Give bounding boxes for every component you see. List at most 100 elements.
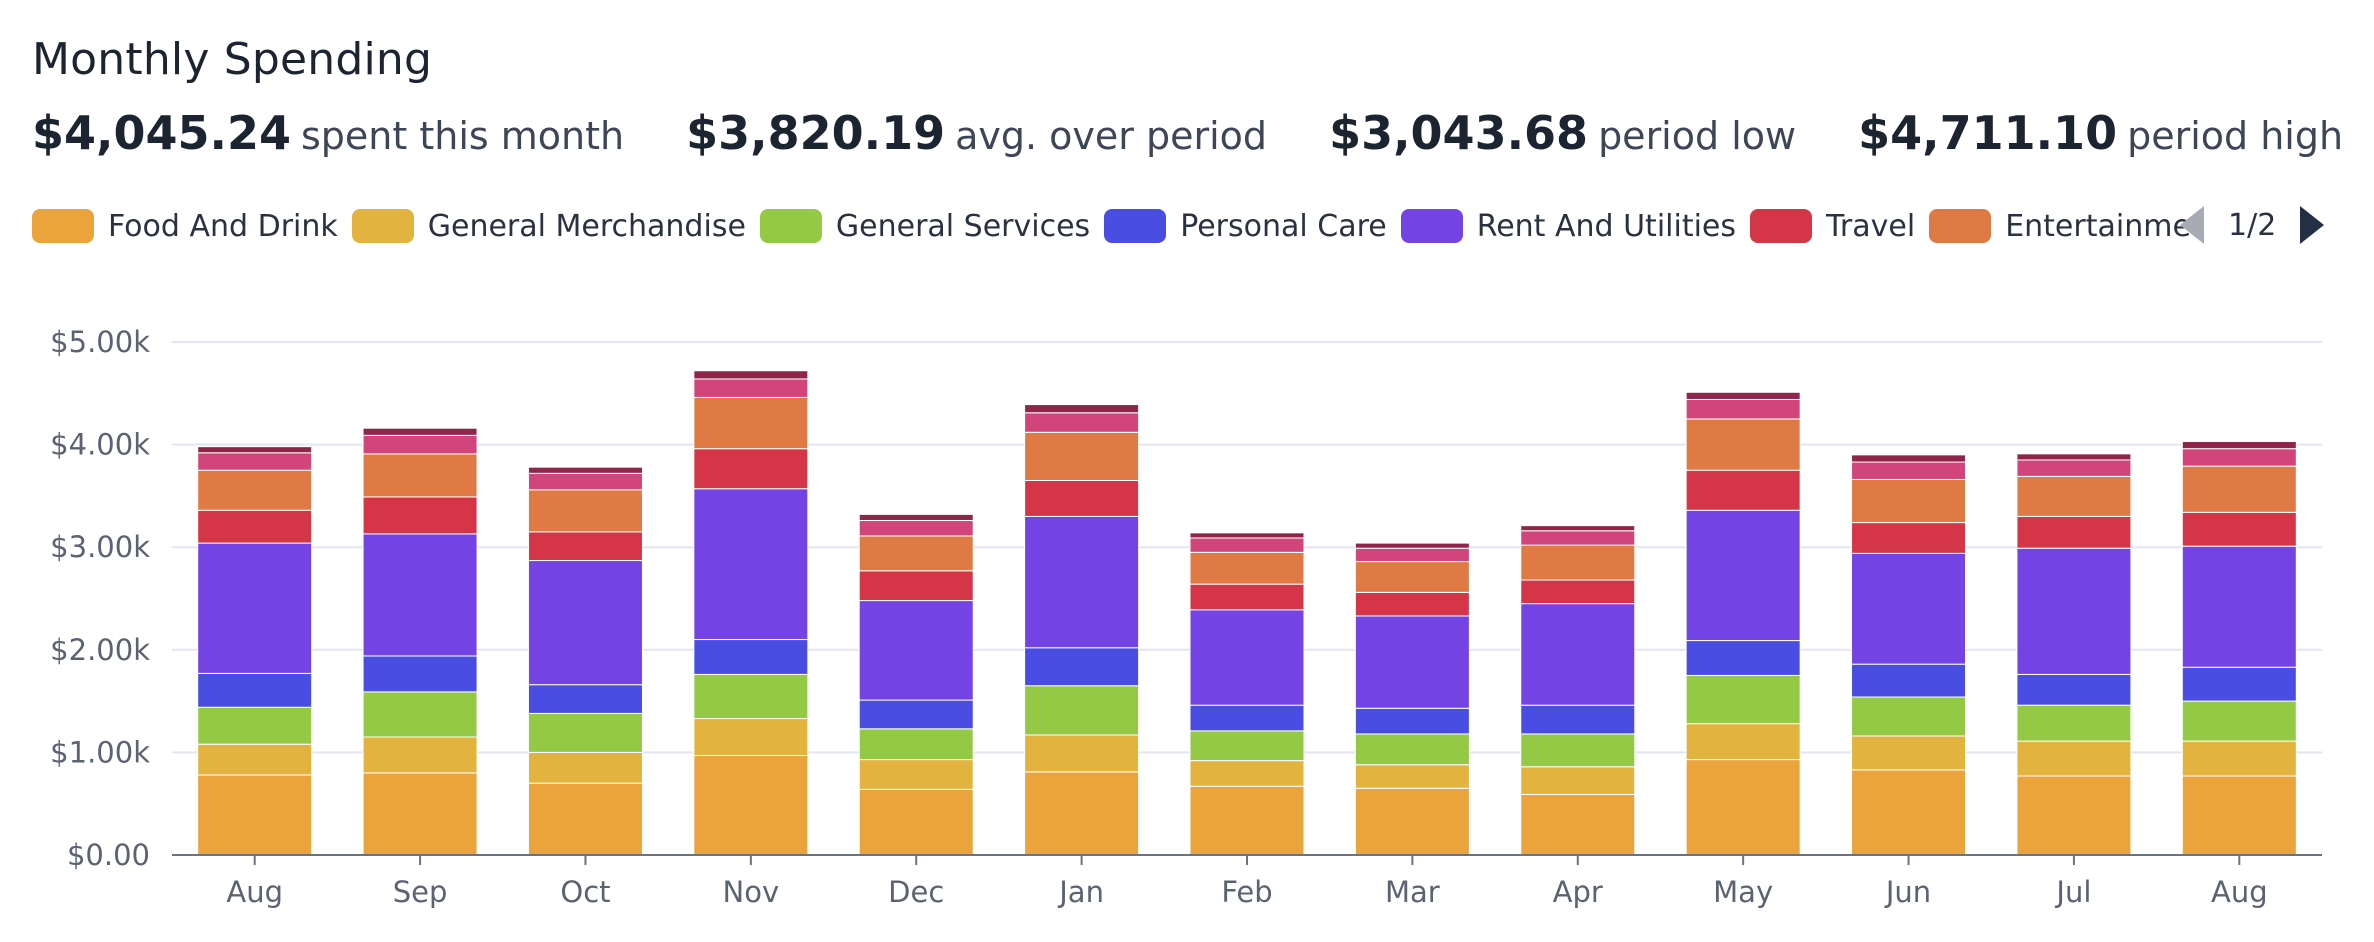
bar-segment[interactable] <box>1685 418 1801 471</box>
bar-segment[interactable] <box>197 672 313 708</box>
bar-segment[interactable] <box>1024 771 1140 856</box>
bar-segment[interactable] <box>527 712 643 753</box>
bar-segment[interactable] <box>1851 478 1967 524</box>
bar-segment[interactable] <box>1520 603 1636 706</box>
bar-segment[interactable] <box>362 434 478 455</box>
bar-segment[interactable] <box>1354 542 1470 549</box>
bar-segment[interactable] <box>1851 454 1967 463</box>
bar-segment[interactable] <box>2181 511 2297 547</box>
bar-segment[interactable] <box>362 772 478 856</box>
bar-segment[interactable] <box>2016 673 2132 706</box>
bar-segment[interactable] <box>858 788 974 856</box>
bar-segment[interactable] <box>362 453 478 498</box>
bar-segment[interactable] <box>1354 615 1470 709</box>
bar-segment[interactable] <box>693 718 809 756</box>
legend-item[interactable]: General Services <box>759 209 1090 244</box>
bar-segment[interactable] <box>2181 441 2297 450</box>
bar-segment[interactable] <box>527 560 643 686</box>
legend-item[interactable]: Entertainment <box>1929 209 2202 244</box>
bar-segment[interactable] <box>693 396 809 450</box>
bar-segment[interactable] <box>1354 547 1470 563</box>
bar-segment[interactable] <box>197 452 313 471</box>
bar-segment[interactable] <box>197 743 313 776</box>
bar-segment[interactable] <box>1851 663 1967 698</box>
legend-item[interactable]: Rent And Utilities <box>1400 209 1736 244</box>
bar-segment[interactable] <box>1851 735 1967 771</box>
bar-segment[interactable] <box>2181 545 2297 668</box>
bar-segment[interactable] <box>1354 787 1470 856</box>
bar-segment[interactable] <box>1520 793 1636 856</box>
bar-segment[interactable] <box>1851 552 1967 665</box>
bar-segment[interactable] <box>1189 532 1305 539</box>
bar-segment[interactable] <box>693 370 809 380</box>
bar-segment[interactable] <box>1024 647 1140 687</box>
bar-segment[interactable] <box>2016 515 2132 549</box>
bar-segment[interactable] <box>1685 391 1801 400</box>
bar-segment[interactable] <box>1189 730 1305 762</box>
bar-segment[interactable] <box>858 759 974 790</box>
bar-segment[interactable] <box>527 466 643 474</box>
bar-segment[interactable] <box>1685 509 1801 642</box>
bar-segment[interactable] <box>1851 769 1967 856</box>
bar-segment[interactable] <box>1024 734 1140 773</box>
bar-segment[interactable] <box>693 488 809 641</box>
bar-segment[interactable] <box>362 736 478 774</box>
legend-item[interactable]: Travel <box>1750 209 1915 244</box>
bar-segment[interactable] <box>693 378 809 398</box>
bar-segment[interactable] <box>1685 398 1801 420</box>
bar-segment[interactable] <box>2016 459 2132 477</box>
bar-segment[interactable] <box>2181 700 2297 742</box>
bar-segment[interactable] <box>858 600 974 701</box>
bar-segment[interactable] <box>1189 704 1305 732</box>
bar-segment[interactable] <box>693 754 809 856</box>
bar-segment[interactable] <box>1354 561 1470 593</box>
bar-segment[interactable] <box>197 542 313 674</box>
bar-segment[interactable] <box>197 774 313 856</box>
bar-segment[interactable] <box>1520 733 1636 768</box>
legend-item[interactable]: Personal Care <box>1104 209 1387 244</box>
bar-segment[interactable] <box>2016 547 2132 675</box>
bar-segment[interactable] <box>1685 759 1801 856</box>
bar-segment[interactable] <box>693 673 809 720</box>
bar-segment[interactable] <box>2016 453 2132 461</box>
bar-segment[interactable] <box>2181 465 2297 513</box>
bar-segment[interactable] <box>858 570 974 602</box>
bar-segment[interactable] <box>1520 579 1636 605</box>
bar-segment[interactable] <box>1520 530 1636 546</box>
bar-segment[interactable] <box>858 513 974 522</box>
bar-segment[interactable] <box>1024 515 1140 649</box>
bar-segment[interactable] <box>197 469 313 511</box>
bar-segment[interactable] <box>1685 640 1801 676</box>
bar-segment[interactable] <box>1189 609 1305 706</box>
bar-segment[interactable] <box>527 489 643 533</box>
bar-segment[interactable] <box>1189 785 1305 856</box>
bar-segment[interactable] <box>2181 775 2297 856</box>
bar-segment[interactable] <box>2181 740 2297 777</box>
bar-segment[interactable] <box>527 782 643 856</box>
bar-segment[interactable] <box>2016 475 2132 517</box>
bar-segment[interactable] <box>1520 766 1636 795</box>
bar-segment[interactable] <box>362 655 478 693</box>
bar-segment[interactable] <box>1189 760 1305 787</box>
bar-segment[interactable] <box>1520 704 1636 735</box>
bar-segment[interactable] <box>1520 525 1636 532</box>
bar-segment[interactable] <box>1189 551 1305 585</box>
bar-segment[interactable] <box>2181 448 2297 467</box>
bar-segment[interactable] <box>1024 404 1140 414</box>
bar-segment[interactable] <box>693 639 809 675</box>
bar-segment[interactable] <box>1685 469 1801 511</box>
bar-segment[interactable] <box>197 706 313 745</box>
bar-segment[interactable] <box>1685 674 1801 725</box>
bar-segment[interactable] <box>1024 412 1140 433</box>
bar-segment[interactable] <box>1024 685 1140 736</box>
bar-segment[interactable] <box>858 535 974 572</box>
bar-segment[interactable] <box>362 533 478 657</box>
bar-segment[interactable] <box>1024 431 1140 482</box>
bar-segment[interactable] <box>527 531 643 562</box>
bar-segment[interactable] <box>1354 733 1470 766</box>
bar-segment[interactable] <box>1189 583 1305 611</box>
bar-segment[interactable] <box>858 699 974 730</box>
legend-item[interactable]: Food And Drink <box>32 209 338 244</box>
bar-segment[interactable] <box>858 520 974 537</box>
bar-segment[interactable] <box>1354 764 1470 789</box>
